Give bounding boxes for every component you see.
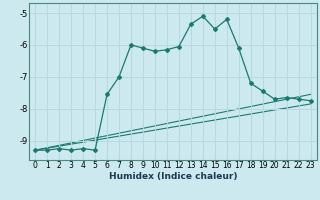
X-axis label: Humidex (Indice chaleur): Humidex (Indice chaleur): [108, 172, 237, 181]
